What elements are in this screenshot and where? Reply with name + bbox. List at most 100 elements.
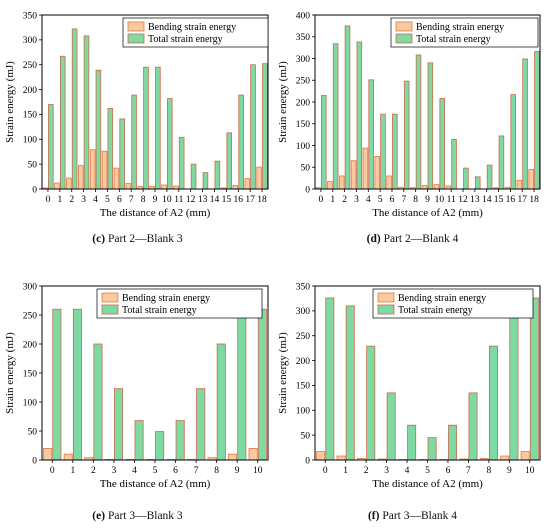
y-tick-label: 50 xyxy=(28,160,38,170)
caption-letter: (f) xyxy=(367,510,380,522)
y-tick-label: 300 xyxy=(23,282,38,292)
x-tick-label: 2 xyxy=(69,195,74,205)
total-bar xyxy=(93,343,103,461)
y-tick-label: 300 xyxy=(23,36,38,46)
legend-label: Total strain energy xyxy=(398,305,473,316)
x-tick-label: 5 xyxy=(153,466,158,476)
y-tick-label: 0 xyxy=(305,185,310,195)
bending-bar xyxy=(66,177,72,190)
total-bar xyxy=(250,64,256,190)
bending-bar xyxy=(228,453,238,461)
total-bar xyxy=(498,135,505,190)
total-bar xyxy=(486,164,493,190)
x-tick-label: 7 xyxy=(466,466,471,476)
y-axis-label: Strain energy (mJ) xyxy=(277,332,289,414)
caption-d: (d) Part 2—Blank 4 xyxy=(275,233,550,245)
bending-bar xyxy=(113,167,120,190)
legend-swatch xyxy=(127,21,145,32)
total-bar xyxy=(332,43,339,190)
x-tick-label: 6 xyxy=(390,195,395,205)
x-tick-label: 2 xyxy=(364,466,369,476)
bending-bar xyxy=(43,447,53,461)
x-tick-label: 4 xyxy=(405,466,410,476)
total-bar xyxy=(451,139,457,190)
x-tick-label: 11 xyxy=(447,195,456,205)
y-axis-label: Strain energy (mJ) xyxy=(4,61,16,143)
y-tick-label: 350 xyxy=(296,282,311,292)
bending-bar xyxy=(77,165,84,190)
chart-1: 0 1 2 3 4 5 6 7 8 9 10 11 12 13 14 15 16 17 18050100150200… xyxy=(277,11,541,219)
y-tick-label: 200 xyxy=(296,357,311,367)
bending-bar xyxy=(338,175,345,190)
x-tick-label: 12 xyxy=(186,195,196,205)
y-axis-label: Strain energy (mJ) xyxy=(277,61,289,143)
caption-text: Part 3—Blank 4 xyxy=(382,510,458,522)
x-tick-label: 7 xyxy=(401,195,406,205)
x-tick-label: 10 xyxy=(525,466,535,476)
total-bar xyxy=(488,345,498,461)
y-tick-label: 100 xyxy=(23,136,38,146)
total-bar xyxy=(155,431,165,461)
total-bar xyxy=(427,437,437,461)
total-bar xyxy=(166,98,173,190)
total-bar xyxy=(366,345,376,461)
total-bar xyxy=(143,66,149,190)
legend-label: Total strain energy xyxy=(122,305,197,316)
x-tick-label: 3 xyxy=(112,466,117,476)
legend-swatch xyxy=(377,292,395,303)
caption-c: (c) Part 2—Blank 3 xyxy=(0,233,275,245)
x-tick-label: 10 xyxy=(435,195,445,205)
y-tick-label: 300 xyxy=(296,307,311,317)
total-bar xyxy=(214,160,221,190)
bending-bar xyxy=(528,169,534,190)
y-tick-label: 150 xyxy=(296,382,311,392)
x-tick-label: 8 xyxy=(486,466,491,476)
x-tick-label: 12 xyxy=(458,195,468,205)
bending-bar xyxy=(54,182,60,190)
x-tick-label: 5 xyxy=(105,195,110,205)
x-tick-label: 6 xyxy=(117,195,122,205)
x-tick-label: 16 xyxy=(506,195,516,205)
x-tick-label: 5 xyxy=(378,195,383,205)
x-tick-label: 7 xyxy=(129,195,134,205)
x-tick-label: 7 xyxy=(194,466,199,476)
total-bar xyxy=(119,118,125,190)
bending-bar xyxy=(63,453,73,461)
bending-bar xyxy=(350,160,357,190)
total-bar xyxy=(534,51,540,190)
caption-e: (e) Part 3—Blank 3 xyxy=(0,510,275,522)
y-tick-label: 100 xyxy=(296,407,311,417)
chart-0: 0 1 2 3 4 5 6 7 8 9 10 11 12 13 14 15 16 17 18050100150200… xyxy=(4,11,269,219)
x-tick-label: 8 xyxy=(214,466,219,476)
total-bar xyxy=(107,108,114,190)
total-bar xyxy=(257,308,267,461)
total-bar xyxy=(321,95,327,190)
y-tick-label: 0 xyxy=(32,456,37,466)
x-tick-label: 4 xyxy=(366,195,371,205)
legend-label: Total strain energy xyxy=(416,34,491,45)
y-tick-label: 350 xyxy=(296,33,311,43)
total-bar xyxy=(134,420,144,461)
total-bar xyxy=(178,136,185,190)
y-tick-label: 250 xyxy=(296,332,311,342)
caption-letter: (c) xyxy=(92,233,106,245)
y-tick-label: 200 xyxy=(296,98,311,108)
y-tick-label: 200 xyxy=(23,340,38,350)
total-bar xyxy=(345,305,355,461)
total-bar xyxy=(474,176,481,190)
total-bar xyxy=(427,62,434,190)
bending-bar xyxy=(421,185,428,190)
legend-label: Total strain energy xyxy=(148,34,223,45)
bending-bar xyxy=(256,166,262,190)
y-tick-label: 150 xyxy=(23,111,38,121)
y-tick-label: 100 xyxy=(23,398,38,408)
x-tick-label: 17 xyxy=(245,195,255,205)
x-tick-label: 18 xyxy=(529,195,539,205)
x-tick-label: 1 xyxy=(343,466,348,476)
total-bar xyxy=(262,63,268,190)
y-tick-label: 100 xyxy=(296,142,311,152)
legend-swatch xyxy=(377,304,395,315)
x-tick-label: 13 xyxy=(470,195,480,205)
total-bar xyxy=(155,66,161,190)
